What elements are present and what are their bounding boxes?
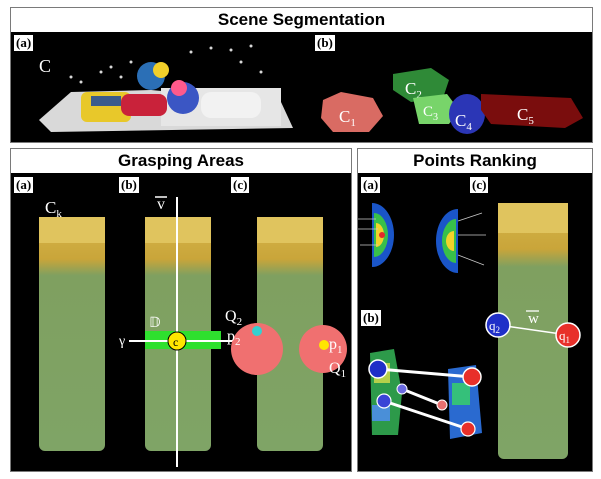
svg-text:C2: C2 [405, 79, 422, 101]
p2-label: p [227, 328, 235, 345]
cluster-c1-name: C [339, 107, 350, 126]
p2-point [252, 326, 262, 336]
q1-sub: 1 [341, 368, 347, 380]
points-ranking-figure: q2 q1 w [358, 203, 581, 459]
rank-label-a: (a) [361, 177, 381, 193]
rank-q2-sub: 2 [496, 325, 501, 335]
q2-region-outer [231, 323, 257, 375]
pair-lines-b [377, 367, 473, 431]
svg-text:Ck: Ck [45, 198, 62, 220]
p1-point [319, 340, 329, 350]
cluster-c5-name: C [517, 105, 528, 124]
cluster-c5: C5 [481, 94, 583, 128]
svg-text:p2: p2 [227, 328, 241, 348]
q2-sub: 2 [237, 316, 243, 328]
normals-a [358, 212, 486, 266]
grasping-areas-title: Grasping Areas [11, 149, 351, 173]
svg-text:Q1: Q1 [329, 360, 346, 380]
rank-b-red-1 [462, 367, 482, 387]
points-ranking-title: Points Ranking [358, 149, 592, 173]
object-a [39, 217, 105, 451]
points-ranking-panel: Points Ranking [357, 148, 593, 472]
cluster-c3-sub: 3 [433, 112, 438, 123]
heatmap-a-right [436, 209, 458, 273]
q2-label: Q [225, 308, 237, 325]
rank-b-blue-2 [396, 383, 408, 395]
scene-segmentation-figure: C C1 C2 C3 C4 C5 [39, 44, 583, 134]
cluster-c1: C1 [321, 92, 383, 132]
rank-b-blue-1 [368, 359, 388, 379]
rank-b-red-2 [436, 399, 448, 411]
cluster-c4: C4 [449, 94, 485, 134]
ck-label: C [45, 198, 56, 217]
scene-c-label: C [39, 56, 51, 76]
rank-q2-label: q [489, 318, 496, 333]
svg-text:p1: p1 [329, 336, 343, 356]
rank-label-b: (b) [361, 310, 381, 326]
cluster-c2: C2 [393, 68, 449, 102]
q2-point [485, 312, 511, 338]
q1-region [299, 325, 323, 373]
rank-b-blue-3 [376, 393, 392, 409]
svg-text:C3: C3 [423, 104, 438, 123]
cluster-c1-sub: 1 [350, 117, 356, 129]
grasping-areas-panel: Grasping Areas Ck c v γ [10, 148, 352, 472]
rank-b-red-3 [460, 421, 476, 437]
cluster-c3-name: C [423, 104, 433, 120]
svg-text:q2: q2 [489, 318, 500, 335]
grasp-label-a: (a) [14, 177, 34, 193]
heatmap-a-left [372, 203, 394, 267]
p1-label: p [329, 336, 337, 353]
q2-region [257, 323, 283, 375]
cluster-c4-sub: 4 [466, 121, 472, 133]
svg-text:Q2: Q2 [225, 308, 242, 328]
scene-segmentation-panel: Scene Segmentation C C1 [10, 7, 593, 143]
svg-text:C1: C1 [339, 107, 356, 129]
gamma-label: γ [118, 334, 125, 349]
scene-label-a: (a) [14, 35, 34, 51]
rank-label-c: (c) [470, 177, 489, 193]
svg-text:q1: q1 [559, 328, 570, 345]
p1-sub: 1 [337, 344, 343, 356]
rank-q1-label: q [559, 328, 566, 343]
svg-text:C4: C4 [455, 111, 472, 133]
grasp-label-b: (b) [119, 177, 139, 193]
grasp-label-c: (c) [231, 177, 250, 193]
cluster-c2-name: C [405, 79, 416, 98]
c-label: c [173, 335, 178, 349]
rank-q1-sub: 1 [566, 335, 571, 345]
v-label: v [157, 196, 165, 213]
q1-region-outer [323, 325, 347, 373]
object-rank-c [498, 203, 568, 459]
scene-segmentation-title: Scene Segmentation [11, 8, 592, 32]
scene-label-b: (b) [315, 35, 335, 51]
scene-point-cloud [39, 44, 293, 132]
p2-sub: 2 [235, 336, 241, 348]
ck-sub: k [56, 208, 62, 220]
centroid-marker [167, 331, 187, 351]
w-label: w [528, 311, 539, 327]
cluster-c2-sub: 2 [416, 89, 422, 101]
d-label: 𝔻 [149, 316, 160, 331]
svg-text:C5: C5 [517, 105, 534, 127]
q1-point [555, 322, 581, 348]
object-c [257, 217, 323, 451]
grasping-areas-figure: Ck c v γ 𝔻 Q2 p2 p1 Q1 [39, 196, 347, 467]
q1-label: Q [329, 360, 341, 377]
cluster-c4-name: C [455, 111, 466, 130]
cluster-c3: C3 [413, 94, 459, 124]
cluster-c5-sub: 5 [528, 115, 534, 127]
